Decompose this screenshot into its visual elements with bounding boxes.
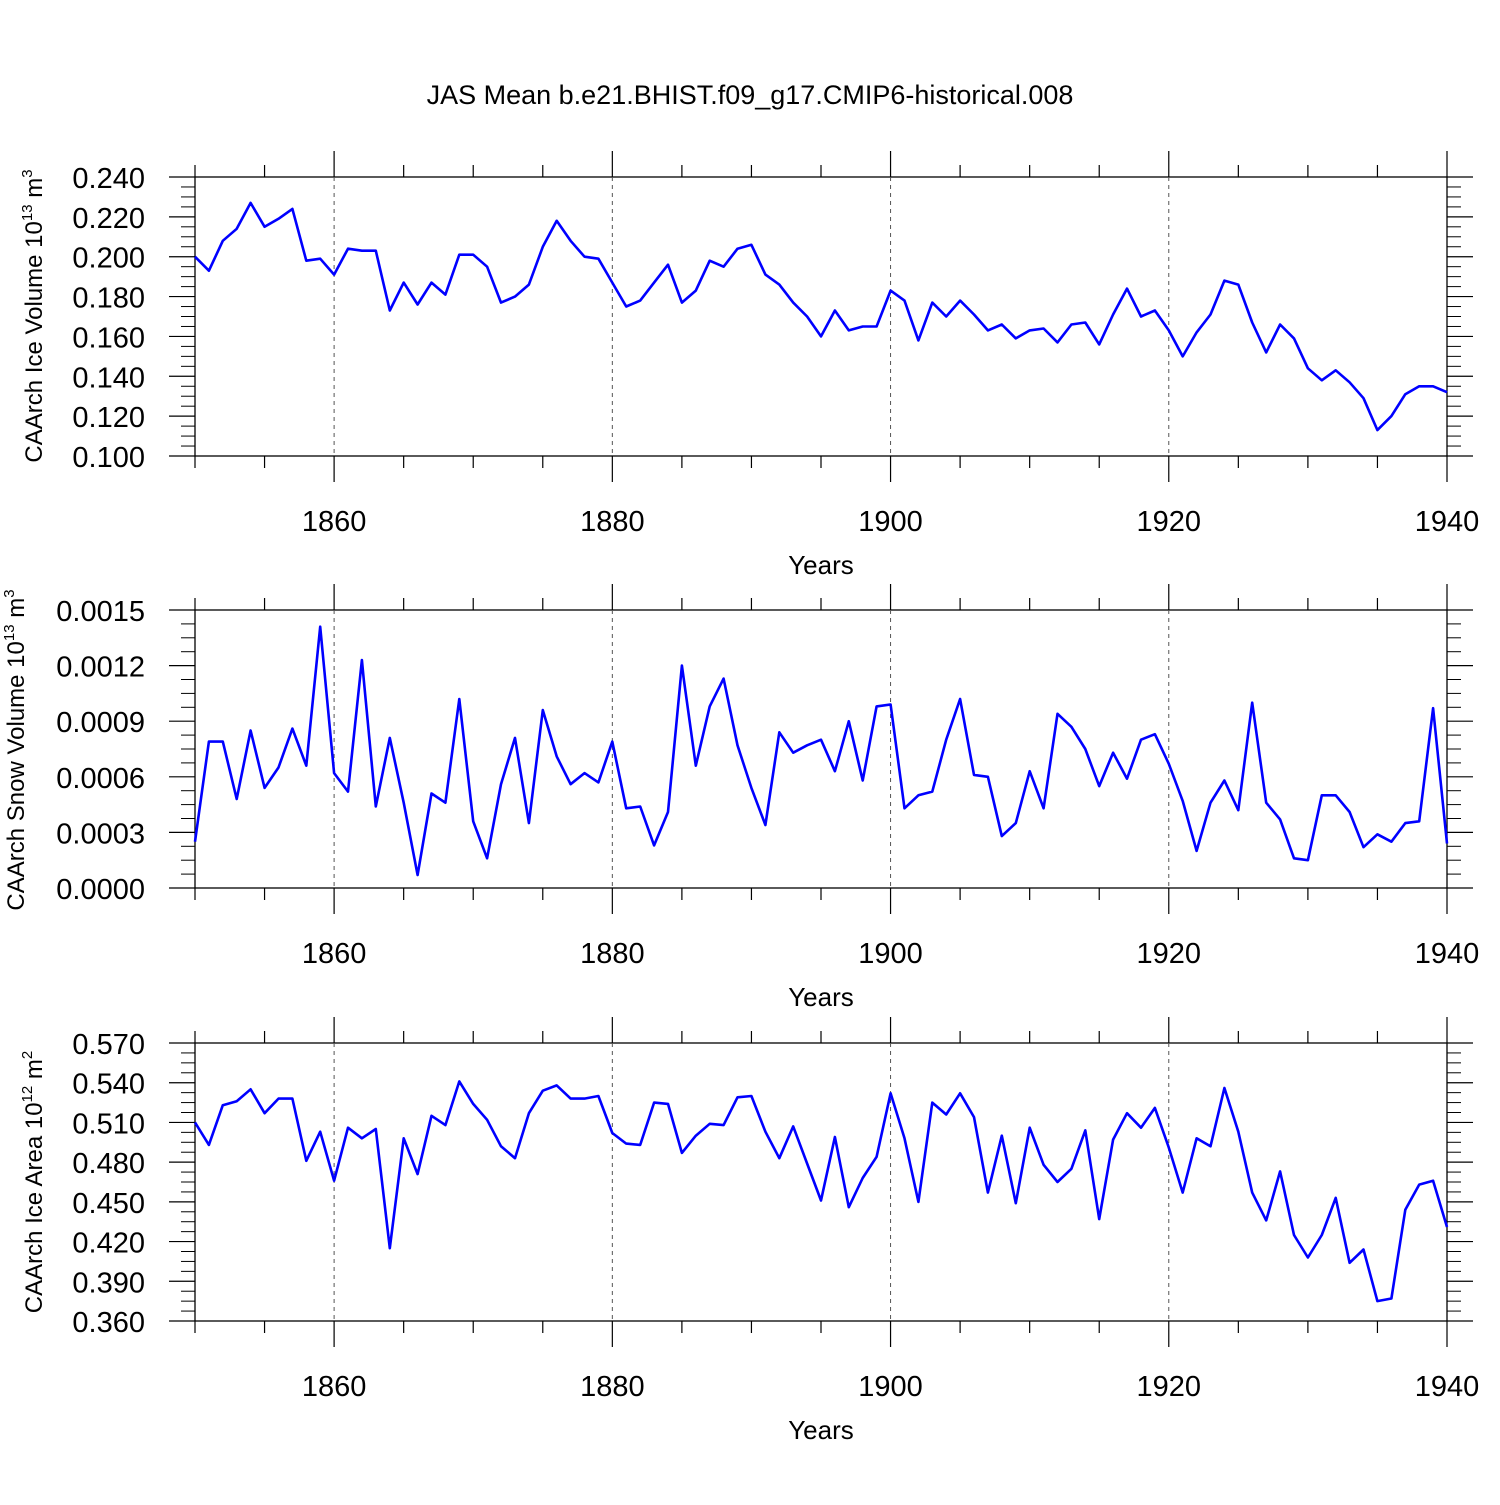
snow-volume-xtick-label: 1880: [580, 938, 645, 970]
ice-volume-series-line: [194, 201, 1448, 432]
ice-area-ytick-label: 0.540: [72, 1069, 145, 1101]
snow-volume-xlabel: Years: [788, 982, 854, 1012]
ice-volume-frame: [194, 176, 1448, 457]
ice-volume-ytick-label: 0.120: [72, 402, 145, 434]
snow-volume-panel: CAArch Snow Volume 1013 m3 Years 1860 188…: [1, 584, 1479, 1012]
ice-area-ytick-label: 0.420: [72, 1228, 145, 1260]
ice-area-series-line: [193, 1080, 1449, 1303]
ice-volume-ytick-label: 0.160: [72, 322, 145, 354]
snow-volume-xtick-label: 1940: [1415, 938, 1480, 970]
snow-volume-ytick-label: 0.0015: [56, 596, 145, 628]
ice-area-xtick-label: 1920: [1137, 1371, 1202, 1403]
ice-volume-xtick-label: 1880: [580, 506, 645, 538]
ice-area-ytick-label: 0.360: [72, 1307, 145, 1339]
snow-volume-ytick-label: 0.0012: [56, 652, 145, 684]
ice-area-xtick-label: 1940: [1415, 1371, 1480, 1403]
snow-volume-xtick-label: 1920: [1137, 938, 1202, 970]
snow-volume-ytick-label: 0.0000: [56, 874, 145, 906]
ice-area-ytick-label: 0.570: [72, 1029, 145, 1061]
ice-area-ytick-label: 0.510: [72, 1108, 145, 1140]
ice-volume-ytick-label: 0.100: [72, 442, 145, 474]
ice-area-xtick-label: 1860: [302, 1371, 367, 1403]
ice-volume-xtick-label: 1920: [1137, 506, 1202, 538]
ice-volume-ytick-label: 0.240: [72, 163, 145, 195]
ice-volume-xtick-label: 1940: [1415, 506, 1480, 538]
ice-area-ytick-label: 0.480: [72, 1148, 145, 1180]
ice-area-ytick-label: 0.450: [72, 1188, 145, 1220]
ice-volume-ytick-label: 0.200: [72, 243, 145, 275]
ice-area-ytick-label: 0.390: [72, 1267, 145, 1299]
figure-title: JAS Mean b.e21.BHIST.f09_g17.CMIP6-histo…: [426, 80, 1074, 110]
snow-volume-ytick-label: 0.0009: [56, 707, 145, 739]
ice-volume-panel: CAArch Ice Volume 1013 m3 Years 1860 1880…: [19, 151, 1479, 580]
ice-volume-xlabel: Years: [788, 550, 854, 580]
snow-volume-series-line: [193, 625, 1449, 877]
ice-area-panel: CAArch Ice Area 1012 m2 Years 1860 1880 19…: [19, 1017, 1479, 1445]
ice-volume-ylabel: CAArch Ice Volume 1013 m3: [19, 169, 48, 462]
ice-volume-ytick-label: 0.180: [72, 283, 145, 315]
ice-volume-xtick-label: 1900: [858, 506, 923, 538]
snow-volume-ytick-label: 0.0003: [56, 818, 145, 850]
ice-area-xtick-label: 1880: [580, 1371, 645, 1403]
ice-area-xlabel: Years: [788, 1415, 854, 1445]
snow-volume-xtick-label: 1860: [302, 938, 367, 970]
snow-volume-ylabel: CAArch Snow Volume 1013 m3: [1, 589, 30, 910]
ice-volume-xtick-label: 1860: [302, 506, 367, 538]
ice-volume-ytick-label: 0.220: [72, 203, 145, 235]
ice-area-xtick-label: 1900: [858, 1371, 923, 1403]
ice-volume-ytick-label: 0.140: [72, 362, 145, 394]
snow-volume-ytick-label: 0.0006: [56, 763, 145, 795]
ice-area-ylabel: CAArch Ice Area 1012 m2: [19, 1051, 48, 1313]
snow-volume-xtick-label: 1900: [858, 938, 923, 970]
